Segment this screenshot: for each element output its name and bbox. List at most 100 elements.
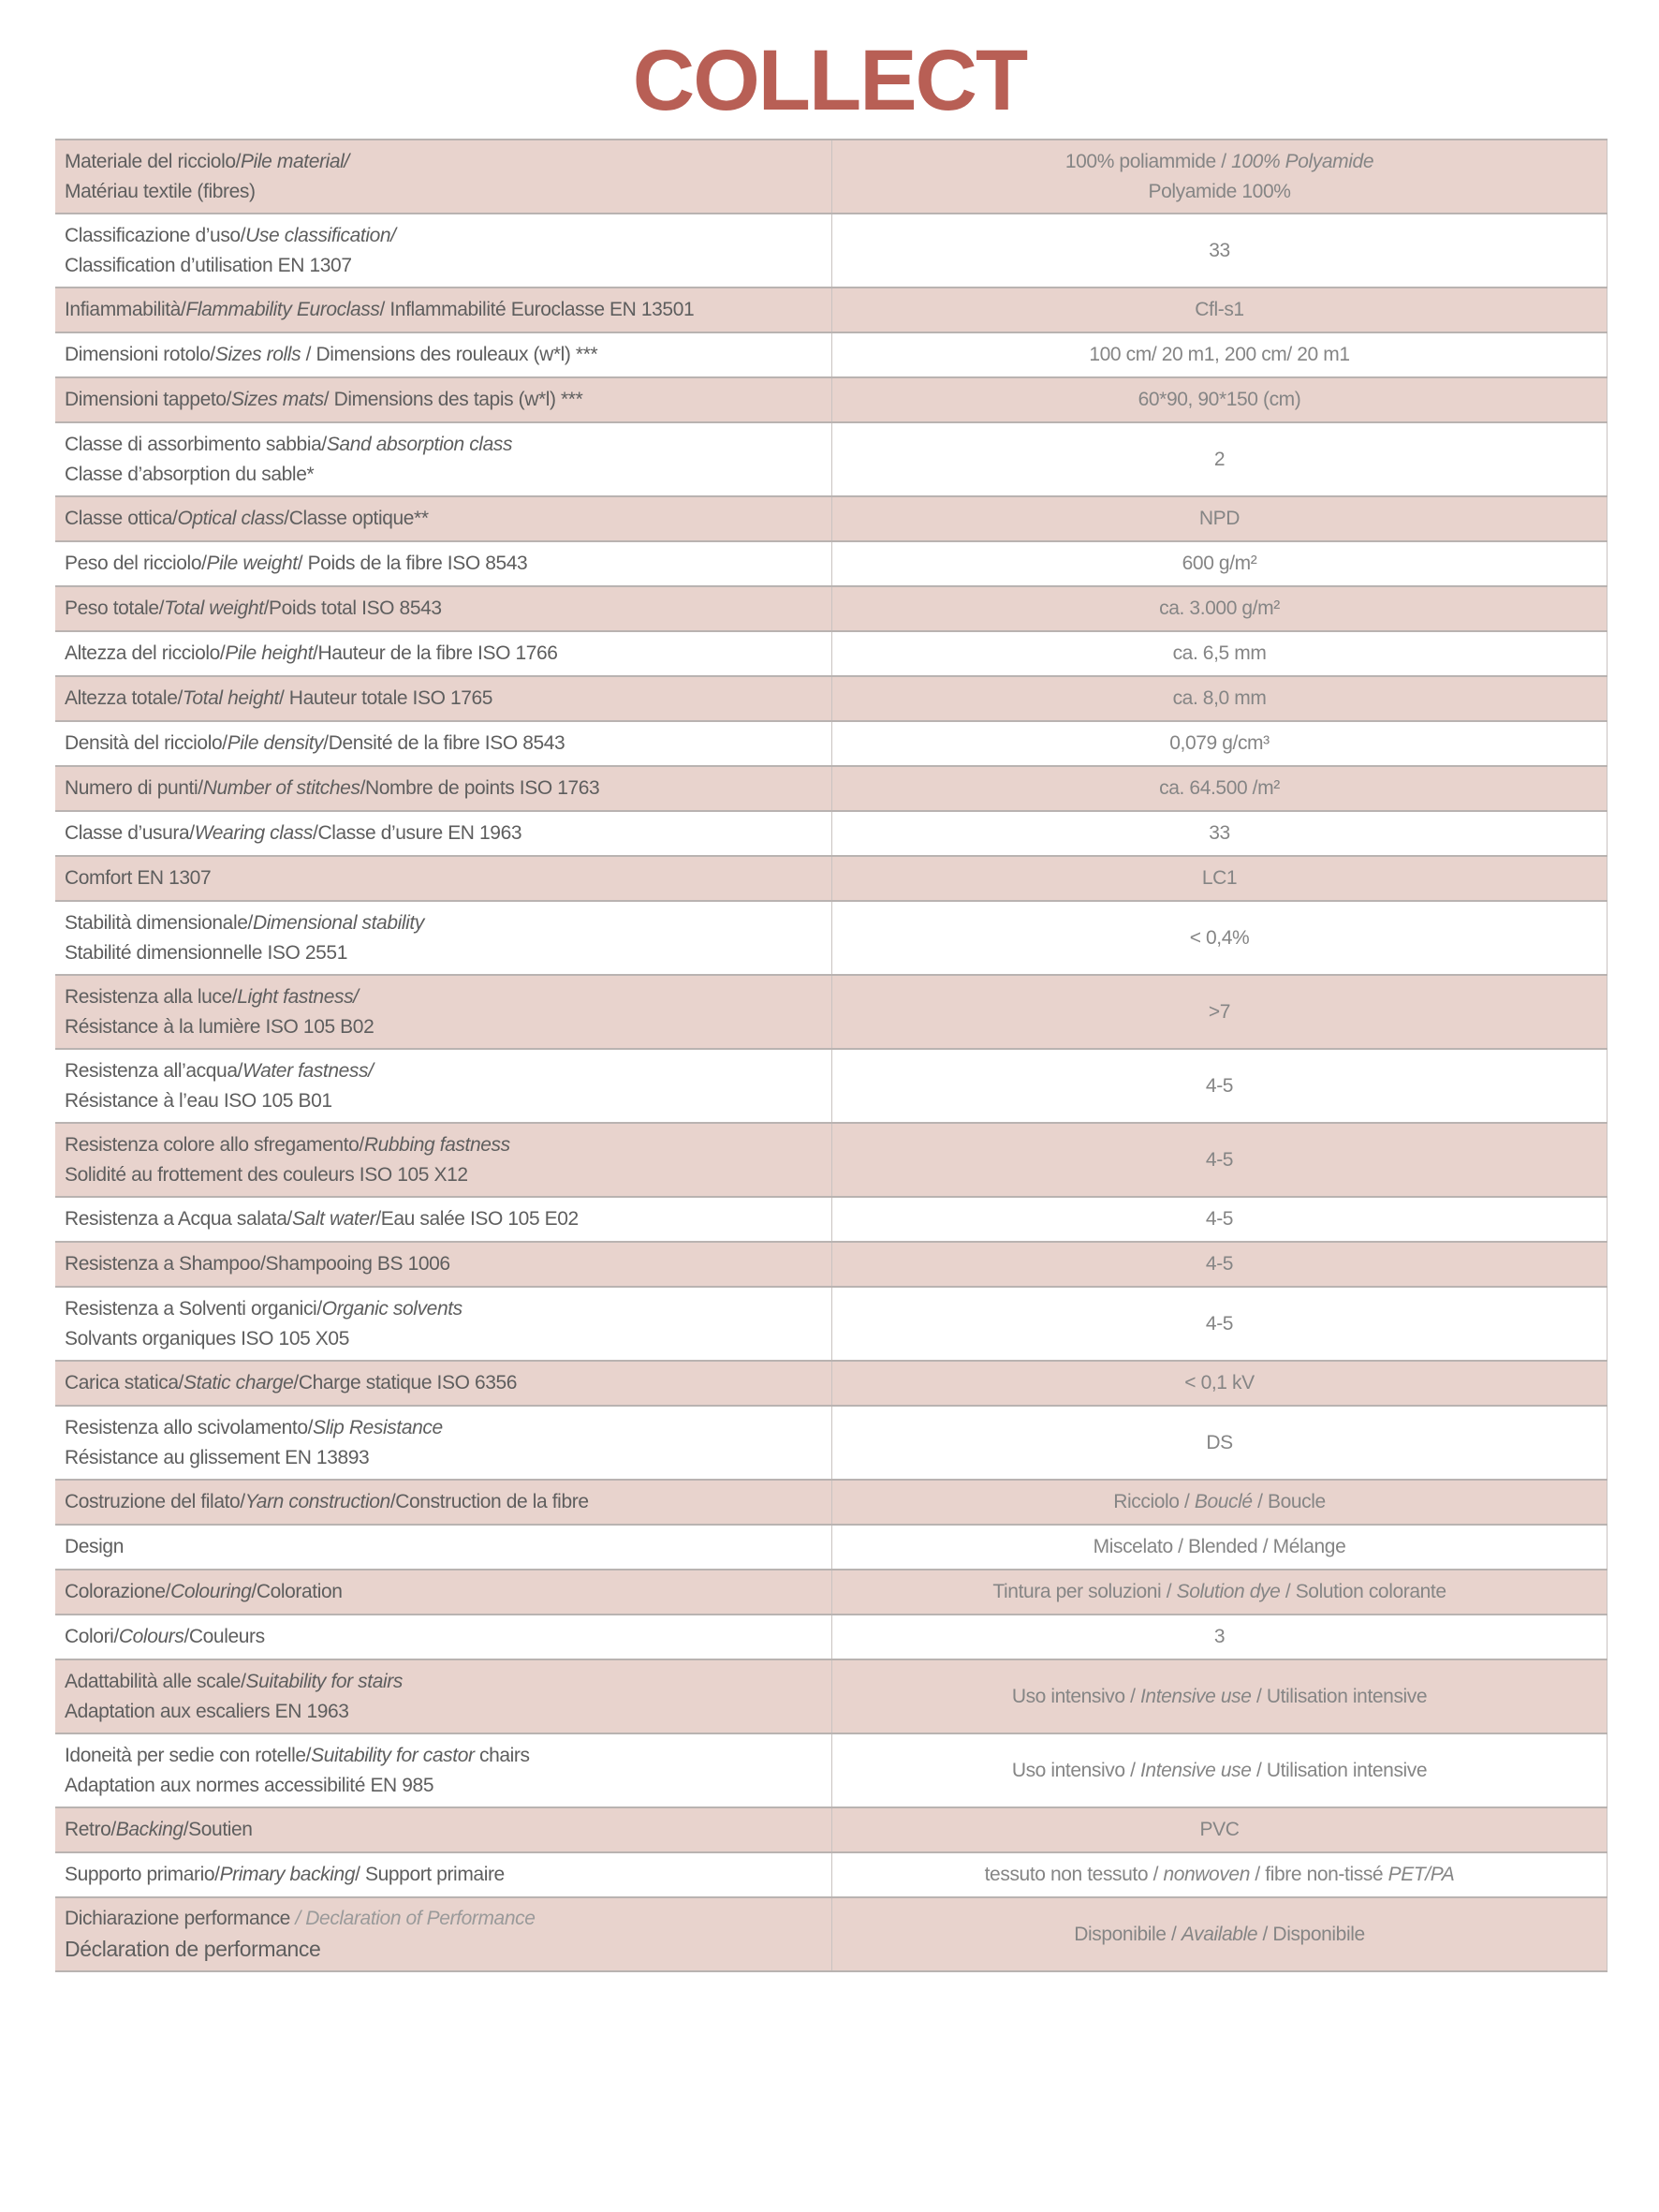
text-segment: ca. 6,5 mm: [1172, 642, 1267, 664]
text-segment: Dimensional stability: [252, 911, 424, 934]
cell-line: Uso intensivo / Intensive use / Utilisat…: [842, 1756, 1597, 1786]
text-segment: Colouring: [170, 1581, 252, 1602]
cell-line: Resistenza a Acqua salata/Salt water/Eau…: [65, 1204, 822, 1234]
table-row: Resistenza alla luce/Light fastness/Rési…: [55, 974, 1608, 1050]
text-segment: Classe ottica/: [65, 508, 178, 529]
cell-line: Miscelato / Blended / Mélange: [842, 1532, 1597, 1562]
cell-line: Classificazione d’uso/Use classification…: [65, 221, 822, 251]
text-segment: Sizes rolls: [214, 344, 301, 365]
text-segment: Organic solvents: [321, 1297, 462, 1320]
property-value: ca. 8,0 mm: [831, 675, 1608, 722]
property-value: Ricciolo / Bouclé / Boucle: [831, 1479, 1608, 1526]
text-segment: 4-5: [1205, 1312, 1234, 1335]
text-segment: / fibre non-tissé: [1250, 1864, 1388, 1885]
text-segment: Use classification/: [245, 224, 396, 246]
text-segment: Suitability for stairs: [245, 1670, 404, 1692]
property-label: Dichiarazione performance / Declaration …: [55, 1896, 832, 1972]
cell-line: Dimensioni rotolo/Sizes rolls / Dimensio…: [65, 340, 822, 370]
text-segment: / Dimensions des rouleaux (w*l) ***: [301, 344, 598, 365]
cell-line: Classification d’utilisation EN 1307: [65, 251, 822, 281]
property-label: Resistenza a Acqua salata/Salt water/Eau…: [55, 1196, 832, 1243]
text-segment: /Poids total ISO 8543: [263, 597, 442, 619]
text-segment: ca. 64.500 /m²: [1159, 777, 1280, 799]
cell-line: Classe ottica/Optical class/Classe optiq…: [65, 504, 822, 534]
property-label: Dimensioni tappeto/Sizes mats/ Dimension…: [55, 376, 832, 423]
text-segment: 4-5: [1205, 1253, 1234, 1275]
text-segment: / Declaration of Performance: [289, 1907, 536, 1929]
property-value: 4-5: [831, 1241, 1608, 1288]
table-row: Altezza del ricciolo/Pile height/Hauteur…: [55, 630, 1608, 677]
text-segment: Pile weight: [206, 553, 299, 574]
text-segment: / Hauteur totale ISO 1765: [278, 687, 493, 709]
text-segment: Wearing class: [194, 822, 314, 844]
table-row: Stabilità dimensionale/Dimensional stabi…: [55, 900, 1608, 976]
property-label: Carica statica/Static charge/Charge stat…: [55, 1360, 832, 1407]
text-segment: Résistance au glissement EN 13893: [65, 1446, 370, 1468]
text-segment: Resistenza a Solventi organici/: [65, 1297, 322, 1320]
cell-line: Résistance au glissement EN 13893: [65, 1443, 822, 1473]
property-label: Materiale del ricciolo/Pile material/Mat…: [55, 139, 832, 214]
text-segment: 100% Polyamide: [1231, 150, 1374, 172]
property-value: >7: [831, 974, 1608, 1050]
cell-line: 4-5: [842, 1204, 1597, 1234]
property-value: Uso intensivo / Intensive use / Utilisat…: [831, 1733, 1608, 1808]
cell-line: Peso del ricciolo/Pile weight/ Poids de …: [65, 549, 822, 579]
cell-line: Dimensioni tappeto/Sizes mats/ Dimension…: [65, 385, 822, 415]
text-segment: Peso del ricciolo/: [65, 553, 207, 574]
property-label: Resistenza alla luce/Light fastness/Rési…: [55, 974, 832, 1050]
table-row: Infiammabilità/Flammability Euroclass/ I…: [55, 287, 1608, 333]
cell-line: 100 cm/ 20 m1, 200 cm/ 20 m1: [842, 340, 1597, 370]
cell-line: Stabilità dimensionale/Dimensional stabi…: [65, 908, 822, 938]
cell-line: Colorazione/Colouring/Coloration: [65, 1577, 822, 1607]
cell-line: Resistenza allo scivolamento/Slip Resist…: [65, 1413, 822, 1443]
table-row: Carica statica/Static charge/Charge stat…: [55, 1360, 1608, 1407]
property-value: 0,079 g/cm³: [831, 720, 1608, 767]
text-segment: Resistenza all’acqua/: [65, 1059, 243, 1082]
text-segment: Déclaration de performance: [65, 1936, 321, 1961]
property-label: Retro/Backing/Soutien: [55, 1806, 832, 1853]
text-segment: 60*90, 90*150 (cm): [1138, 389, 1301, 410]
text-segment: /Couleurs: [184, 1626, 265, 1647]
text-segment: 4-5: [1205, 1074, 1234, 1097]
cell-line: ca. 6,5 mm: [842, 639, 1597, 669]
text-segment: Disponibile /: [1074, 1923, 1182, 1945]
text-segment: Solidité au frottement des couleurs ISO …: [65, 1163, 468, 1186]
cell-line: Costruzione del filato/Yarn construction…: [65, 1487, 822, 1517]
text-segment: Colori/: [65, 1626, 119, 1647]
cell-line: LC1: [842, 863, 1597, 893]
text-segment: 100% poliammide /: [1064, 150, 1232, 172]
property-value: 600 g/m²: [831, 540, 1608, 587]
text-segment: / Boucle: [1252, 1491, 1326, 1512]
cell-line: Resistenza a Shampoo/Shampooing BS 1006: [65, 1249, 822, 1279]
property-label: Classe di assorbimento sabbia/Sand absor…: [55, 421, 832, 497]
text-segment: Resistenza alla luce/: [65, 985, 238, 1008]
property-value: 4-5: [831, 1122, 1608, 1198]
table-row: Retro/Backing/Soutien PVC: [55, 1806, 1608, 1853]
cell-line: Materiale del ricciolo/Pile material/: [65, 147, 822, 177]
text-segment: Adaptation aux normes accessibilité EN 9…: [65, 1774, 434, 1796]
text-segment: Pile height: [225, 642, 314, 664]
text-segment: Solution dye: [1176, 1581, 1281, 1602]
cell-line: Cfl-s1: [842, 295, 1597, 325]
text-segment: / Solution colorante: [1280, 1581, 1446, 1602]
text-segment: Pile material/: [241, 150, 349, 172]
table-row: Dichiarazione performance / Declaration …: [55, 1896, 1608, 1972]
property-value: ca. 6,5 mm: [831, 630, 1608, 677]
cell-line: Déclaration de performance: [65, 1934, 822, 1966]
text-segment: Classe d’usura/: [65, 822, 195, 844]
table-row: Colorazione/Colouring/Coloration Tintura …: [55, 1569, 1608, 1615]
table-row: Design Miscelato / Blended / Mélange: [55, 1524, 1608, 1571]
text-segment: /Construction de la fibre: [389, 1491, 589, 1512]
property-value: 3: [831, 1614, 1608, 1660]
cell-line: Matériau textile (fibres): [65, 177, 822, 207]
text-segment: Classificazione d’uso/: [65, 224, 246, 246]
property-label: Peso totale/Total weight/Poids total ISO…: [55, 585, 832, 632]
property-label: Costruzione del filato/Yarn construction…: [55, 1479, 832, 1526]
cell-line: Peso totale/Total weight/Poids total ISO…: [65, 594, 822, 624]
cell-line: Resistenza alla luce/Light fastness/: [65, 982, 822, 1012]
cell-line: NPD: [842, 504, 1597, 534]
text-segment: /Eau salée ISO 105 E02: [375, 1208, 579, 1230]
table-row: Dimensioni tappeto/Sizes mats/ Dimension…: [55, 376, 1608, 423]
property-label: Densità del ricciolo/Pile density/Densit…: [55, 720, 832, 767]
table-row: Classe d’usura/Wearing class/Classe d’us…: [55, 810, 1608, 857]
